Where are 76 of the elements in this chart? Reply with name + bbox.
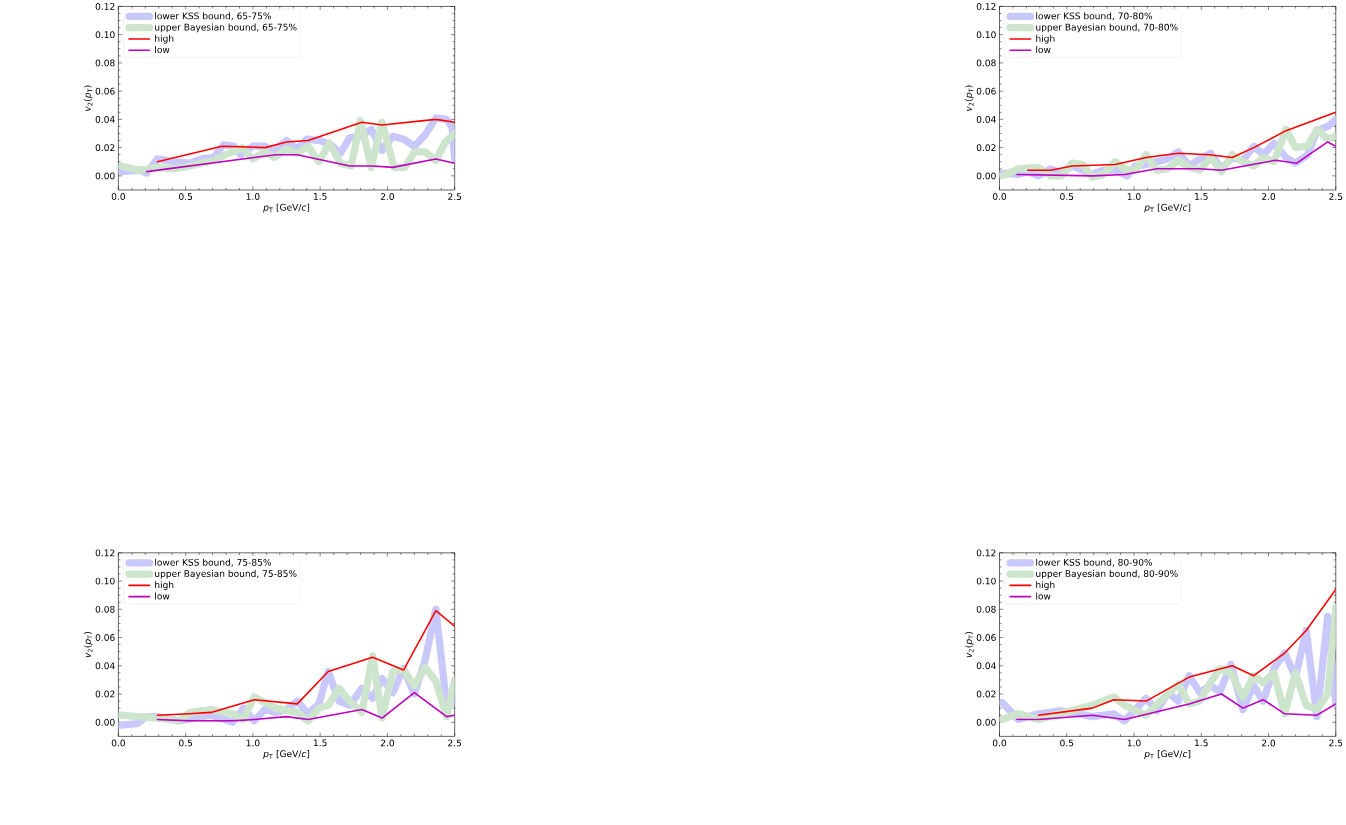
x-tick-label: 2.0 (380, 739, 395, 747)
y-tick-label: 0.10 (95, 31, 115, 38)
x-tick-label: 2.0 (1261, 739, 1276, 747)
x-axis-title: p$_{T}$ [GeV/c] (263, 749, 310, 759)
legend-label: high (1036, 34, 1055, 44)
x-axis-title: p$_{T}$ [GeV/c] (263, 203, 310, 213)
y-tick-label: 0.02 (95, 690, 115, 698)
y-tick-label: 0.10 (976, 31, 996, 38)
legend-label: low (1036, 45, 1051, 53)
y-tick-label: 0.10 (95, 577, 115, 585)
x-tick-label: 2.5 (1329, 739, 1343, 747)
y-tick-label: 0.08 (976, 605, 996, 613)
x-tick-label: 0.0 (111, 739, 125, 747)
x-tick-label: 0.5 (1060, 192, 1074, 200)
x-axis-title: p$_{T}$ [GeV/c] (1144, 203, 1191, 213)
x-axis-title: p$_{T}$ [GeV/c] (1144, 749, 1191, 759)
x-tick-label: 2.0 (380, 192, 395, 200)
y-tick-label: 0.06 (976, 633, 996, 641)
y-tick-label: 0.02 (95, 144, 115, 151)
x-tick-label: 1.0 (1127, 739, 1141, 747)
x-tick-label: 2.5 (448, 739, 462, 747)
y-tick-label: 0.06 (95, 633, 115, 641)
x-tick-label: 0.5 (1060, 739, 1074, 747)
x-tick-label: 0.5 (179, 739, 193, 747)
legend-label: low (1036, 592, 1051, 600)
legend-label: upper Bayesian bound, 65-75% (155, 23, 297, 33)
y-tick-label: 0.02 (976, 690, 996, 698)
legend-label: lower KSS bound, 75-85% (155, 558, 271, 567)
legend-label: high (1036, 581, 1055, 590)
x-tick-label: 1.0 (246, 192, 260, 200)
legend-label: low (155, 45, 170, 53)
y-axis-title: v$_{2}$(p$_{T}$) (83, 631, 93, 658)
x-tick-label: 0.0 (992, 192, 1007, 200)
x-tick-label: 2.5 (448, 192, 462, 200)
x-tick-label: 1.5 (1195, 739, 1208, 747)
legend-label: upper Bayesian bound, 70-80% (1036, 23, 1178, 33)
y-tick-label: 0.00 (976, 718, 996, 726)
legend-label: upper Bayesian bound, 75-85% (155, 569, 297, 579)
y-tick-label: 0.12 (95, 2, 115, 10)
y-tick-label: 0.00 (95, 172, 115, 180)
y-tick-label: 0.00 (976, 172, 996, 180)
x-tick-label: 0.5 (179, 192, 193, 200)
legend-label: lower KSS bound, 70-80% (1036, 12, 1153, 21)
y-tick-label: 0.08 (95, 605, 115, 613)
y-tick-label: 0.08 (976, 59, 996, 67)
x-tick-label: 1.0 (1127, 192, 1141, 200)
x-tick-label: 2.0 (1261, 192, 1276, 200)
x-tick-label: 0.0 (111, 192, 125, 200)
legend-label: high (155, 581, 174, 590)
x-tick-label: 1.0 (246, 739, 260, 747)
y-tick-label: 0.04 (95, 115, 115, 123)
y-tick-label: 0.02 (976, 144, 996, 151)
legend-label: high (155, 34, 174, 44)
x-tick-label: 0.0 (992, 739, 1007, 747)
legend-label: lower KSS bound, 65-75% (155, 12, 271, 21)
y-tick-label: 0.10 (976, 577, 996, 585)
y-tick-label: 0.04 (976, 115, 996, 123)
y-tick-label: 0.04 (95, 662, 115, 670)
y-tick-label: 0.06 (95, 87, 115, 95)
x-tick-label: 1.5 (313, 192, 327, 200)
y-axis-title: v$_{2}$(p$_{T}$) (964, 631, 974, 658)
legend-label: upper Bayesian bound, 80-90% (1036, 569, 1178, 579)
y-tick-label: 0.12 (95, 549, 115, 557)
legend-label: low (155, 592, 170, 600)
y-tick-label: 0.12 (976, 2, 996, 10)
y-tick-label: 0.00 (95, 718, 115, 726)
x-tick-label: 1.5 (1195, 192, 1208, 200)
y-tick-label: 0.04 (976, 662, 996, 670)
x-tick-label: 2.5 (1329, 192, 1343, 200)
y-tick-label: 0.08 (95, 59, 115, 67)
y-tick-label: 0.12 (976, 549, 996, 557)
y-tick-label: 0.06 (976, 87, 996, 95)
legend-label: lower KSS bound, 80-90% (1036, 558, 1153, 567)
y-axis-title: v$_{2}$(p$_{T}$) (964, 85, 974, 111)
y-axis-title: v$_{2}$(p$_{T}$) (83, 85, 93, 111)
x-tick-label: 1.5 (313, 739, 327, 747)
